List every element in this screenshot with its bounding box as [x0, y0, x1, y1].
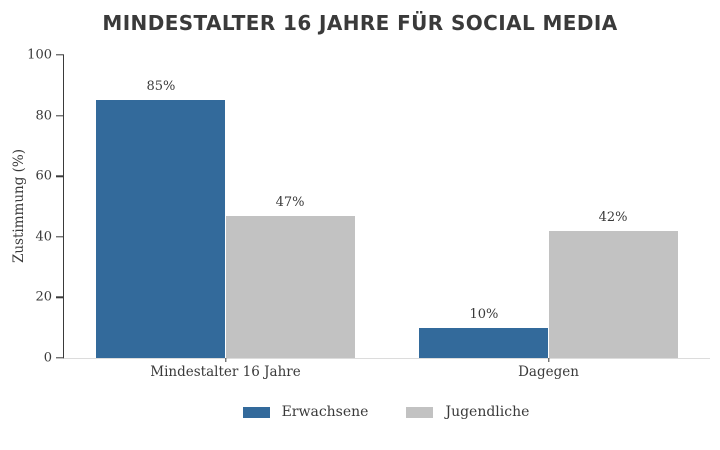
plot-area: 0 20 40 60 80 100 Mindestalter 16 Jahre 85% 47% D… — [27, 48, 710, 380]
x-tick — [547, 358, 550, 362]
y-tick — [56, 114, 64, 117]
x-axis-line — [63, 358, 710, 359]
y-tick-label: 60 — [35, 168, 52, 184]
y-tick — [56, 357, 64, 359]
legend-label: Jugendliche — [445, 404, 530, 420]
x-category-label: Dagegen — [518, 364, 579, 380]
x-tick — [224, 358, 227, 362]
bar-value-label: 85% — [146, 79, 176, 95]
bar-value-label: 47% — [275, 194, 305, 210]
bar-jugendliche-1 — [548, 230, 678, 358]
legend-entry-erwachsene: Erwachsene — [242, 404, 369, 420]
legend-label: Erwachsene — [281, 404, 369, 420]
y-tick-label: 20 — [35, 289, 52, 305]
y-tick — [56, 236, 64, 238]
legend: Erwachsene Jugendliche — [63, 404, 709, 420]
y-tick — [56, 175, 64, 177]
y-tick-label: 40 — [35, 229, 52, 245]
bar-erwachsene-1 — [419, 327, 549, 358]
y-tick — [56, 54, 64, 56]
y-tick-label: 100 — [27, 47, 52, 63]
y-tick — [56, 296, 64, 299]
legend-entry-jugendliche: Jugendliche — [406, 404, 529, 420]
bar-value-label: 42% — [598, 209, 628, 225]
x-category-label: Mindestalter 16 Jahre — [150, 364, 301, 380]
chart-title: MINDESTALTER 16 JAHRE FÜR SOCIAL MEDIA — [102, 11, 618, 35]
legend-swatch-blue-icon — [242, 406, 270, 418]
bar-jugendliche-0 — [225, 215, 355, 358]
y-axis-label: Zustimmung (%) — [11, 148, 27, 264]
y-tick-label: 0 — [43, 350, 52, 366]
legend-swatch-gray-icon — [406, 406, 434, 418]
y-tick-label: 80 — [35, 108, 52, 124]
bar-erwachsene-0 — [96, 100, 226, 358]
bar-value-label: 10% — [469, 306, 499, 322]
